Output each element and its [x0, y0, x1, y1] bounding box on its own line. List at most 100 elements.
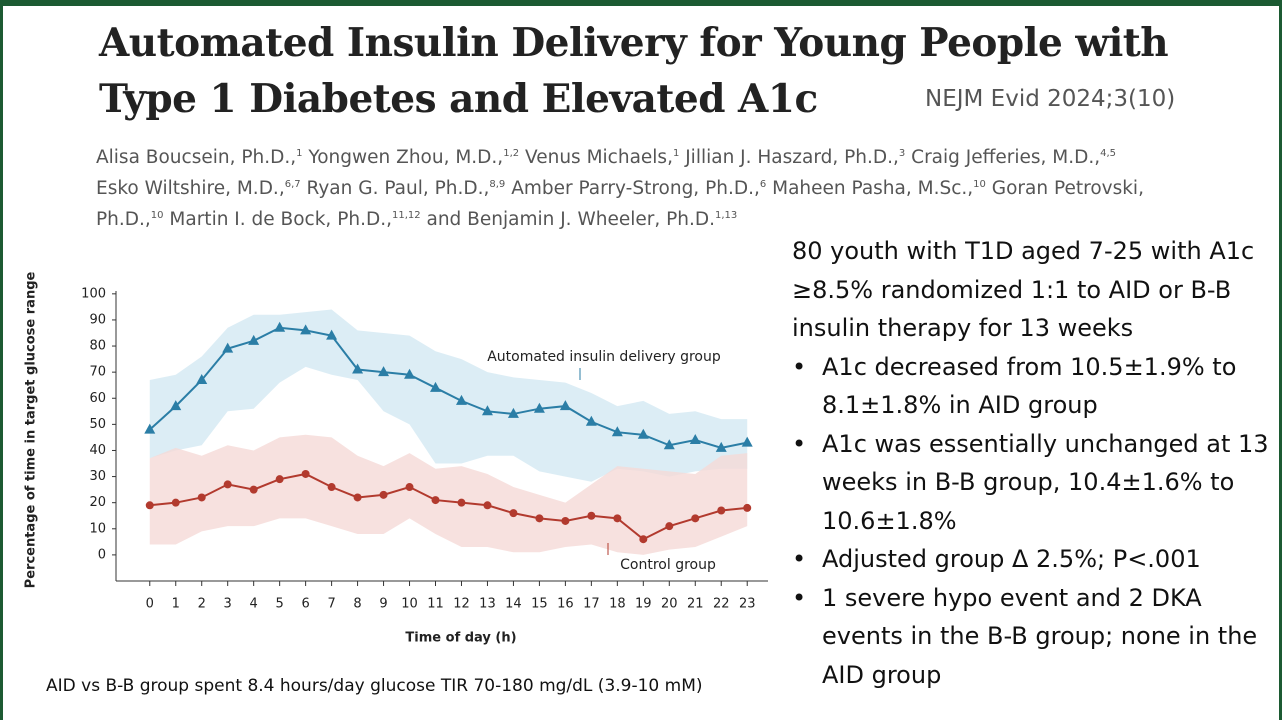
author-affiliation: 10 [150, 210, 164, 222]
y-tick-label: 0 [98, 547, 106, 562]
x-tick-label: 17 [583, 597, 600, 612]
author-name: Goran Petrovski, [991, 178, 1144, 200]
marker [483, 501, 492, 510]
x-tick-label: 3 [224, 597, 232, 612]
x-tick-label: 2 [198, 597, 206, 612]
y-tick-label: 60 [89, 391, 106, 406]
author-name: Maheen Pasha, M.Sc., [772, 178, 974, 200]
marker [611, 426, 623, 437]
marker [301, 469, 310, 478]
slide: Automated Insulin Delivery for Young Peo… [3, 6, 1279, 720]
marker [223, 480, 232, 489]
bullet-list: A1c decreased from 10.5±1.9% to 8.1±1.8%… [792, 348, 1272, 695]
x-tick-label: 11 [427, 597, 444, 612]
x-tick-label: 0 [146, 597, 154, 612]
marker [535, 514, 544, 523]
marker [509, 509, 518, 518]
marker [352, 363, 364, 374]
author-name: Alisa Boucsein, Ph.D., [96, 147, 297, 169]
author-affiliation: 1,13 [715, 210, 738, 222]
marker [665, 522, 674, 531]
x-tick-label: 12 [453, 597, 470, 612]
y-tick-label: 80 [89, 339, 106, 354]
x-tick-label: 5 [276, 597, 284, 612]
marker [559, 400, 571, 411]
author-line: Esko Wiltshire, M.D.,6,7 Ryan G. Paul, P… [96, 171, 1144, 202]
authors: Alisa Boucsein, Ph.D.,1 Yongwen Zhou, M.… [96, 140, 1144, 233]
marker [717, 506, 726, 515]
x-tick-label: 16 [557, 597, 574, 612]
author-name: Craig Jefferies, M.D., [911, 147, 1101, 169]
x-tick-label: 6 [301, 597, 309, 612]
title-line: Type 1 Diabetes and Elevated A1c [99, 76, 818, 122]
x-tick-label: 19 [635, 597, 652, 612]
author-affiliation: 1 [296, 148, 303, 159]
footnote: AID vs B-B group spent 8.4 hours/day glu… [46, 676, 703, 696]
marker [715, 441, 727, 452]
marker [587, 511, 596, 520]
x-tick-label: 21 [687, 597, 704, 612]
series-line [149, 472, 748, 541]
author-affiliation: 1 [672, 148, 680, 159]
x-tick-label: 23 [739, 597, 756, 612]
marker [196, 373, 208, 384]
citation: NEJM Evid 2024;3(10) [925, 86, 1176, 112]
marker [431, 496, 440, 505]
y-tick-label: 30 [89, 469, 106, 484]
x-tick-label: 14 [505, 597, 522, 612]
marker [145, 501, 154, 510]
marker [300, 324, 312, 335]
author-name: Yongwen Zhou, M.D., [308, 147, 504, 169]
summary: 80 youth with T1D aged 7-25 with A1c ≥8.… [792, 232, 1272, 694]
series-line [149, 326, 748, 449]
marker [691, 514, 700, 523]
series-annotation: Control group [620, 557, 716, 573]
marker [222, 342, 234, 353]
author-affiliation: 8,9 [489, 179, 506, 191]
marker [274, 321, 286, 332]
author-line: Ph.D.,10 Martin I. de Bock, Ph.D.,11,12 … [96, 202, 1144, 233]
marker [481, 405, 493, 416]
y-tick-label: 50 [89, 417, 106, 432]
author-name: Esko Wiltshire, M.D., [96, 178, 285, 200]
marker [743, 503, 752, 512]
title-line: Automated Insulin Delivery for Young Peo… [99, 20, 1169, 66]
x-axis-label: Time of day (h) [405, 631, 516, 646]
confidence-band [149, 309, 748, 482]
summary-intro: 80 youth with T1D aged 7-25 with A1c ≥8.… [792, 237, 1255, 342]
author-name: Venus Michaels, [525, 147, 673, 169]
x-tick-label: 15 [531, 597, 548, 612]
x-tick-label: 4 [250, 597, 258, 612]
marker [455, 394, 467, 405]
bullet: 1 severe hypo event and 2 DKA events in … [792, 579, 1272, 695]
marker [379, 490, 388, 499]
marker [248, 334, 260, 345]
author-affiliation: 1,2 [503, 148, 520, 159]
marker [507, 407, 519, 418]
author-line: Alisa Boucsein, Ph.D.,1 Yongwen Zhou, M.… [96, 140, 1144, 171]
marker [637, 428, 649, 439]
marker [378, 366, 390, 377]
marker [249, 485, 258, 494]
author-affiliation: 11,12 [391, 210, 421, 222]
marker [639, 535, 648, 544]
author-name: and Benjamin J. Wheeler, Ph.D. [426, 209, 716, 231]
y-tick-label: 100 [81, 286, 106, 301]
marker [741, 436, 753, 447]
x-tick-label: 10 [401, 597, 418, 612]
author-name: Martin I. de Bock, Ph.D., [169, 209, 392, 231]
author-affiliation: 6 [759, 179, 767, 191]
marker [171, 498, 180, 507]
y-axis-label: Percentage of time in target glucose ran… [24, 272, 39, 589]
marker [430, 381, 442, 392]
author-name: Jillian J. Haszard, Ph.D., [685, 147, 899, 169]
author-affiliation: 6,7 [284, 179, 301, 191]
y-tick-label: 90 [89, 312, 106, 327]
bullet: A1c was essentially unchanged at 13 week… [792, 425, 1272, 541]
x-tick-label: 8 [353, 597, 361, 612]
y-tick-label: 20 [89, 495, 106, 510]
marker [170, 400, 182, 411]
x-tick-label: 7 [327, 597, 335, 612]
